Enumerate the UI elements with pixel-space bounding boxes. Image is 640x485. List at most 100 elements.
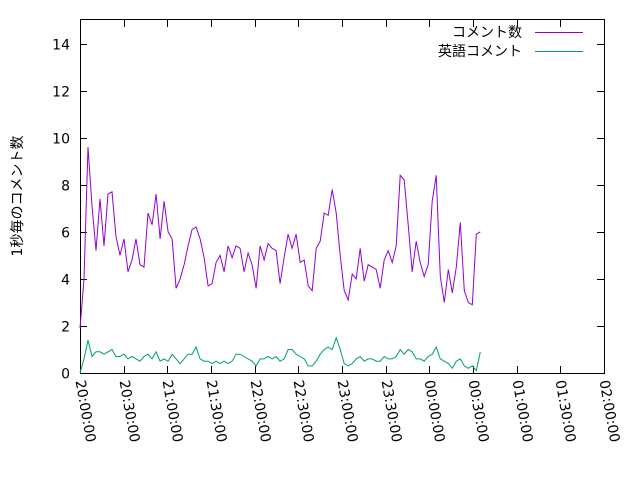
series-point xyxy=(91,205,92,206)
series-point xyxy=(147,212,148,213)
series-point xyxy=(240,248,241,249)
series-point xyxy=(260,358,261,359)
series-point xyxy=(224,271,225,272)
series-point xyxy=(436,175,437,176)
series-point xyxy=(320,241,321,242)
series-point xyxy=(428,356,429,357)
series-point xyxy=(216,262,217,263)
series-point xyxy=(168,231,169,232)
series-point xyxy=(79,372,80,373)
y-tick-label: 2 xyxy=(61,320,70,336)
series-point xyxy=(380,288,381,289)
series-point xyxy=(156,351,157,352)
series-point xyxy=(284,358,285,359)
series-point xyxy=(456,267,457,268)
legend-label: コメント数 xyxy=(452,25,522,41)
series-point xyxy=(103,354,104,355)
series-point xyxy=(152,358,153,359)
series-point xyxy=(304,358,305,359)
series-point xyxy=(468,302,469,303)
series-point xyxy=(119,255,120,256)
series-point xyxy=(135,238,136,239)
series-point xyxy=(276,250,277,251)
series-point xyxy=(352,363,353,364)
series-point xyxy=(384,259,385,260)
series-point xyxy=(196,227,197,228)
series-point xyxy=(115,356,116,357)
series-point xyxy=(412,351,413,352)
series-point xyxy=(368,264,369,265)
series-point xyxy=(208,285,209,286)
series-point xyxy=(348,365,349,366)
series-point xyxy=(139,264,140,265)
series-point xyxy=(324,349,325,350)
series-point xyxy=(380,361,381,362)
series-point xyxy=(107,194,108,195)
series-point xyxy=(432,201,433,202)
series-point xyxy=(400,349,401,350)
series-point xyxy=(304,259,305,260)
x-axis: 20:00:00 20:30:00 21:00:00 21:30:00 22:00:00… xyxy=(72,20,622,444)
series-point xyxy=(408,224,409,225)
series-point xyxy=(340,349,341,350)
series-point xyxy=(147,354,148,355)
series-point xyxy=(172,238,173,239)
y-tick-label: 12 xyxy=(52,85,70,101)
series-point xyxy=(420,358,421,359)
series-point xyxy=(480,231,481,232)
series-point xyxy=(256,365,257,366)
series-point xyxy=(476,234,477,235)
series-point xyxy=(196,347,197,348)
series-point xyxy=(188,245,189,246)
series-point xyxy=(272,248,273,249)
series-point xyxy=(460,222,461,223)
series-point xyxy=(119,356,120,357)
series-point xyxy=(472,365,473,366)
series-point xyxy=(388,250,389,251)
series-point xyxy=(192,354,193,355)
series-point xyxy=(103,245,104,246)
series-point xyxy=(436,347,437,348)
series-point xyxy=(392,262,393,263)
series-point xyxy=(184,264,185,265)
series-point xyxy=(328,215,329,216)
x-tick-label: 21:00:00 xyxy=(159,379,186,444)
series-point xyxy=(127,358,128,359)
series-point xyxy=(220,363,221,364)
series-point xyxy=(240,354,241,355)
series-point xyxy=(468,368,469,369)
series-point xyxy=(312,290,313,291)
series-point xyxy=(244,356,245,357)
series-point xyxy=(364,281,365,282)
y-tick-label: 0 xyxy=(61,367,70,383)
series-point xyxy=(444,302,445,303)
series-point xyxy=(172,354,173,355)
series-point xyxy=(152,224,153,225)
series-point xyxy=(388,358,389,359)
y-tick-label: 8 xyxy=(61,179,70,195)
x-tick-label: 22:30:00 xyxy=(290,379,317,444)
series-point xyxy=(87,147,88,148)
series-point xyxy=(111,349,112,350)
series-layer xyxy=(79,147,481,374)
series-point xyxy=(316,361,317,362)
series-point xyxy=(244,271,245,272)
series-point xyxy=(164,201,165,202)
series-point xyxy=(396,245,397,246)
series-point xyxy=(111,191,112,192)
series-point xyxy=(392,358,393,359)
y-axis-label: 1秒毎のコメント数 xyxy=(10,136,26,257)
series-point xyxy=(332,349,333,350)
series-point xyxy=(284,257,285,258)
series-point xyxy=(448,363,449,364)
series-point xyxy=(160,361,161,362)
series-point xyxy=(236,245,237,246)
series-point xyxy=(400,175,401,176)
series-point xyxy=(376,361,377,362)
series-point xyxy=(260,245,261,246)
series-point xyxy=(248,252,249,253)
series-point xyxy=(204,361,205,362)
series-point xyxy=(356,278,357,279)
series-point xyxy=(264,358,265,359)
